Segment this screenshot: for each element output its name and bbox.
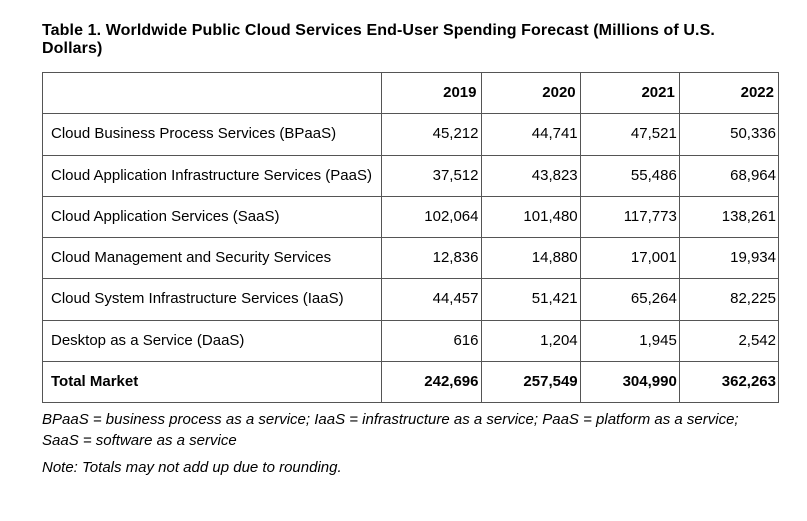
row-value: 1,945 xyxy=(580,320,679,361)
row-value: 37,512 xyxy=(382,155,481,196)
row-label: Cloud Management and Security Services xyxy=(43,238,382,279)
footnote-note: Note: Totals may not add up due to round… xyxy=(42,457,779,478)
table-row: Cloud Application Infrastructure Service… xyxy=(43,155,779,196)
row-value: 82,225 xyxy=(679,279,778,320)
total-value: 242,696 xyxy=(382,361,481,402)
row-value: 1,204 xyxy=(481,320,580,361)
row-value: 12,836 xyxy=(382,238,481,279)
row-value: 2,542 xyxy=(679,320,778,361)
header-year: 2022 xyxy=(679,73,778,114)
page: Table 1. Worldwide Public Cloud Services… xyxy=(0,0,807,502)
table-row: Cloud Application Services (SaaS) 102,06… xyxy=(43,196,779,237)
row-label: Cloud Application Infrastructure Service… xyxy=(43,155,382,196)
table-row: Cloud System Infrastructure Services (Ia… xyxy=(43,279,779,320)
row-value: 44,741 xyxy=(481,114,580,155)
table-total-row: Total Market 242,696 257,549 304,990 362… xyxy=(43,361,779,402)
row-value: 65,264 xyxy=(580,279,679,320)
row-label: Cloud System Infrastructure Services (Ia… xyxy=(43,279,382,320)
table-title: Table 1. Worldwide Public Cloud Services… xyxy=(42,22,779,58)
row-value: 43,823 xyxy=(481,155,580,196)
header-year: 2021 xyxy=(580,73,679,114)
table-row: Cloud Business Process Services (BPaaS) … xyxy=(43,114,779,155)
row-value: 19,934 xyxy=(679,238,778,279)
header-year: 2019 xyxy=(382,73,481,114)
row-value: 616 xyxy=(382,320,481,361)
total-label: Total Market xyxy=(43,361,382,402)
row-label: Desktop as a Service (DaaS) xyxy=(43,320,382,361)
row-value: 102,064 xyxy=(382,196,481,237)
row-value: 117,773 xyxy=(580,196,679,237)
header-blank xyxy=(43,73,382,114)
row-value: 51,421 xyxy=(481,279,580,320)
row-value: 17,001 xyxy=(580,238,679,279)
table-header-row: 2019 2020 2021 2022 xyxy=(43,73,779,114)
total-value: 304,990 xyxy=(580,361,679,402)
row-value: 45,212 xyxy=(382,114,481,155)
row-value: 68,964 xyxy=(679,155,778,196)
row-label: Cloud Business Process Services (BPaaS) xyxy=(43,114,382,155)
forecast-table: 2019 2020 2021 2022 Cloud Business Proce… xyxy=(42,72,779,403)
row-label: Cloud Application Services (SaaS) xyxy=(43,196,382,237)
row-value: 14,880 xyxy=(481,238,580,279)
row-value: 55,486 xyxy=(580,155,679,196)
table-row: Desktop as a Service (DaaS) 616 1,204 1,… xyxy=(43,320,779,361)
row-value: 47,521 xyxy=(580,114,679,155)
footnote-definitions: BPaaS = business process as a service; I… xyxy=(42,409,779,451)
row-value: 50,336 xyxy=(679,114,778,155)
row-value: 44,457 xyxy=(382,279,481,320)
row-value: 138,261 xyxy=(679,196,778,237)
header-year: 2020 xyxy=(481,73,580,114)
row-value: 101,480 xyxy=(481,196,580,237)
table-row: Cloud Management and Security Services 1… xyxy=(43,238,779,279)
total-value: 362,263 xyxy=(679,361,778,402)
total-value: 257,549 xyxy=(481,361,580,402)
